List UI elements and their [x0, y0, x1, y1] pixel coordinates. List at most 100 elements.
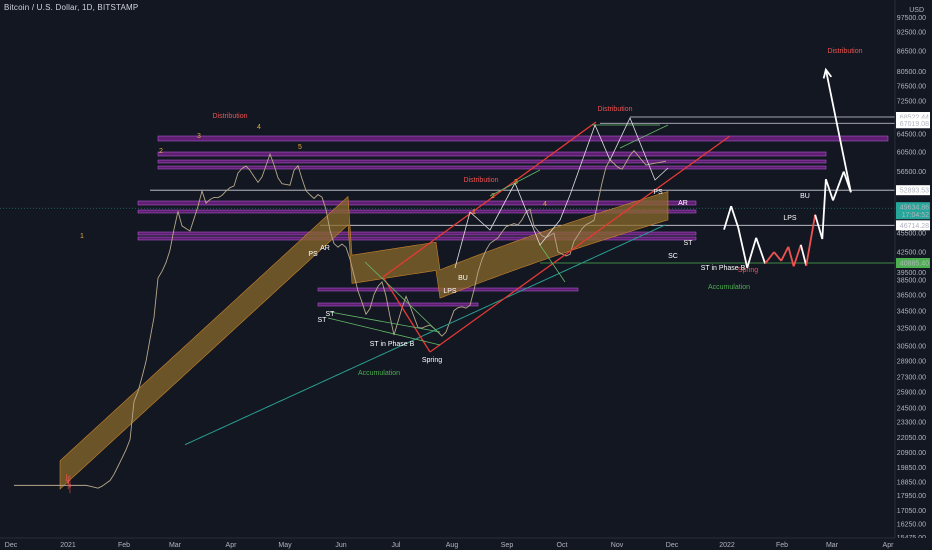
trend-line: [539, 244, 566, 283]
trend-line: [619, 124, 669, 149]
annotation-bu: BU: [458, 275, 468, 282]
annotation-ps: PS: [653, 189, 663, 196]
current-price-box: [896, 202, 930, 220]
x-tick-label: Sep: [501, 542, 514, 549]
price-label-box: [896, 220, 930, 231]
annotation-3: 3: [514, 179, 518, 186]
projection-arrowhead: [822, 67, 833, 79]
x-tick-label: Apr: [226, 542, 238, 549]
time-axis[interactable]: [0, 538, 932, 550]
y-tick-label: 42500.00: [897, 250, 926, 257]
y-tick-label: 25900.00: [897, 390, 926, 397]
y-tick-label: 80500.00: [897, 69, 926, 76]
price-label-box: [896, 257, 930, 268]
annotation-distribution: Distribution: [212, 113, 247, 120]
annotation-accumulation: Accumulation: [358, 370, 400, 377]
x-tick-label: Dec: [666, 542, 679, 549]
y-tick-label: 30500.00: [897, 343, 926, 350]
annotation-3: 3: [197, 133, 201, 140]
projection-segment: [825, 178, 834, 201]
annotation-spring: Spring: [738, 267, 758, 274]
chart-title: Bitcoin / U.S. Dollar, 1D, BITSTAMP: [4, 3, 139, 12]
x-tick-label: Mar: [169, 542, 182, 549]
y-tick-label: 23300.00: [897, 419, 926, 426]
ema-cloud: [59, 191, 669, 490]
x-tick-label: 2022: [719, 542, 735, 549]
channel-line: [382, 276, 431, 353]
projection-segment: [792, 244, 802, 267]
y-tick-label: 17050.00: [897, 508, 926, 515]
x-tick-label: Feb: [776, 542, 788, 549]
purple-zone: [317, 302, 479, 307]
y-tick-label: 27300.00: [897, 375, 926, 382]
ma-line: [14, 149, 667, 489]
annotation-distribution: Distribution: [463, 177, 498, 184]
projection-segment: [814, 214, 824, 240]
price-label-box: [896, 185, 930, 196]
y-tick-label: 64500.00: [897, 132, 926, 139]
y-tick-label: 39500.00: [897, 270, 926, 277]
candle-body: [67, 479, 69, 485]
wave-line: [454, 117, 669, 269]
y-tick-label: 45500.00: [897, 230, 926, 237]
y-tick-label: 24500.00: [897, 405, 926, 412]
projection-segment: [799, 244, 808, 266]
trend-line: [329, 311, 441, 333]
annotation-ps: PS: [308, 251, 318, 258]
annotation-sc: SC: [668, 253, 678, 260]
annotation-spring: Spring: [422, 357, 442, 364]
price-label: 46714.28: [900, 223, 929, 230]
projection-segment: [764, 251, 775, 265]
x-tick-label: Oct: [557, 542, 568, 549]
price-axis[interactable]: [895, 0, 932, 550]
y-tick-label: 60500.00: [897, 150, 926, 157]
projection-segment: [730, 205, 740, 229]
y-tick-label: 56500.00: [897, 169, 926, 176]
y-tick-label: 20900.00: [897, 450, 926, 457]
x-tick-label: Jun: [335, 542, 346, 549]
y-tick-label: 86500.00: [897, 49, 926, 56]
y-tick-label: 22050.00: [897, 435, 926, 442]
y-tick-label: 19850.00: [897, 465, 926, 472]
trend-line: [327, 317, 441, 346]
y-tick-label: 16250.00: [897, 521, 926, 528]
y-tick-label: 34500.00: [897, 309, 926, 316]
price-label: 67019.08: [900, 121, 929, 128]
x-tick-label: Apr: [883, 542, 895, 549]
price-label: 52893.53: [900, 188, 929, 195]
y-tick-label: 17950.00: [897, 493, 926, 500]
projection-segment: [824, 69, 852, 193]
price-label: 40885.40: [900, 260, 929, 267]
purple-zone: [157, 165, 827, 170]
annotation-st-in-phase-b: ST in Phase B: [701, 265, 746, 272]
annotation-accumulation: Accumulation: [708, 284, 750, 291]
purple-zone: [157, 135, 889, 142]
purple-zone: [137, 236, 697, 241]
projection-segment: [737, 227, 749, 268]
channel-line: [382, 121, 597, 278]
y-tick-label: 32500.00: [897, 325, 926, 332]
usd-label: USD: [909, 7, 924, 14]
x-tick-label: Jul: [392, 542, 401, 549]
y-tick-label: 76500.00: [897, 83, 926, 90]
projection-segment: [821, 179, 827, 240]
x-tick-label: Mar: [826, 542, 839, 549]
countdown-label: 17:04:52: [902, 212, 929, 219]
projection-segment: [780, 246, 790, 262]
x-tick-label: Dec: [5, 542, 18, 549]
annotation-4: 4: [257, 124, 261, 131]
annotation-distribution: Distribution: [597, 106, 632, 113]
y-tick-label: 38500.00: [897, 277, 926, 284]
projection-segment: [832, 171, 845, 201]
purple-zone: [157, 151, 827, 157]
annotation-2: 2: [159, 148, 163, 155]
projection-segment: [773, 251, 782, 262]
annotation-lps: LPS: [443, 288, 457, 295]
price-label-box: [896, 118, 930, 129]
annotation-lps: LPS: [783, 215, 797, 222]
y-tick-label: 28900.00: [897, 359, 926, 366]
annotation-bu: BU: [800, 193, 810, 200]
y-tick-label: 97500.00: [897, 15, 926, 22]
annotation-1: 1: [80, 233, 84, 240]
